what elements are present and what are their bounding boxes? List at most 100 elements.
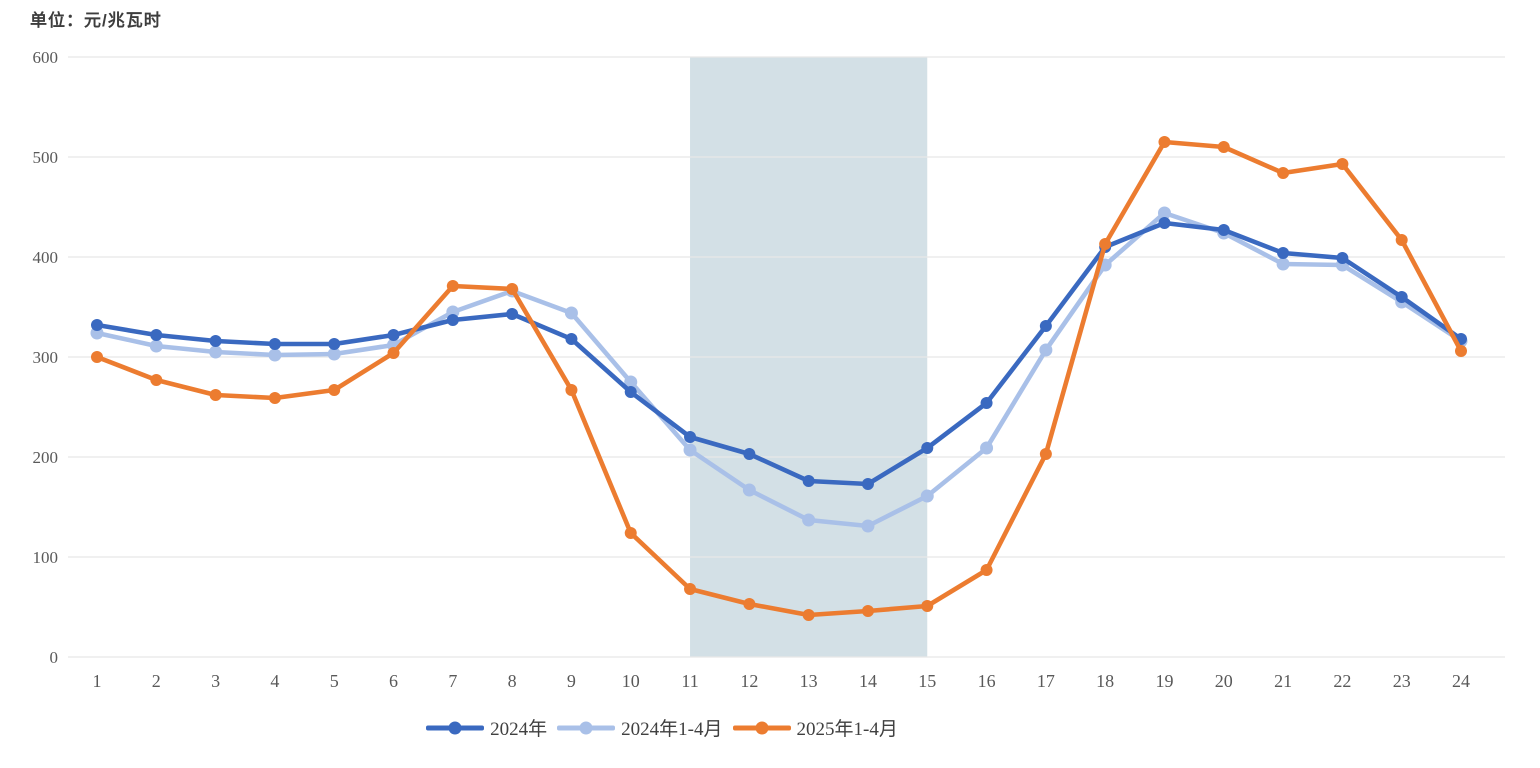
series-point-2024年1-4月-x11	[683, 443, 697, 457]
y-tick-label-600: 600	[33, 48, 59, 67]
series-point-2025年1-4月-x6	[387, 347, 400, 359]
series-line-2024年1-4月	[94, 210, 1464, 529]
x-tick-label-5: 5	[330, 671, 339, 691]
series-point-2024年-x15	[921, 442, 934, 454]
x-tick-label-9: 9	[567, 671, 576, 691]
series-point-2024年-x16	[980, 397, 993, 409]
series-point-2024年1-4月-x12	[742, 483, 756, 497]
series-point-2024年-x4	[268, 338, 281, 350]
y-tick-label-100: 100	[33, 548, 59, 567]
series-point-2024年1-4月-x14	[861, 519, 875, 533]
series-point-2025年1-4月-x19	[1158, 136, 1171, 148]
legend-marker-icon	[426, 721, 485, 735]
x-tick-label-11: 11	[681, 671, 698, 691]
series-point-2024年-x12	[743, 448, 756, 460]
series-point-2025年1-4月-x8	[506, 283, 519, 295]
series-point-2025年1-4月-x20	[1217, 141, 1230, 153]
series-point-2024年-x3	[209, 335, 222, 347]
series-point-2024年-x5	[328, 338, 341, 350]
series-point-2025年1-4月-x1	[91, 351, 103, 363]
series-point-2024年-x6	[387, 329, 400, 341]
series-point-2024年1-4月-x3	[209, 345, 223, 359]
x-tick-label-21: 21	[1274, 671, 1292, 691]
x-tick-label-10: 10	[622, 671, 640, 691]
series-point-2025年1-4月-x15	[921, 600, 934, 612]
series-point-2024年1-4月-x2	[149, 339, 163, 353]
series-point-2025年1-4月-x11	[684, 583, 697, 595]
series-point-2025年1-4月-x10	[624, 527, 637, 539]
series-point-2024年1-4月-x15	[920, 489, 934, 503]
series-point-2024年-x9	[565, 333, 578, 345]
y-tick-label-300: 300	[33, 348, 59, 367]
legend-label: 2024年	[490, 719, 548, 740]
series-point-2024年1-4月-x19	[1157, 206, 1171, 220]
x-tick-label-13: 13	[800, 671, 818, 691]
series-point-2024年-x1	[91, 319, 103, 331]
series-point-2024年-x11	[684, 431, 697, 443]
legend-label: 2025年1-4月	[796, 719, 898, 740]
x-tick-label-19: 19	[1155, 671, 1173, 691]
series-line-2025年1-4月	[94, 139, 1464, 618]
y-tick-label-200: 200	[33, 448, 59, 467]
series-point-2024年-x23	[1395, 291, 1408, 303]
series-point-2024年1-4月-x4	[268, 348, 282, 362]
series-line-2024年	[94, 220, 1464, 487]
series-point-2024年-x21	[1277, 247, 1290, 259]
series-point-2024年-x10	[624, 386, 637, 398]
y-tick-label-500: 500	[33, 148, 59, 167]
legend-item-2025年1-4月: 2025年1-4月	[732, 714, 898, 741]
x-tick-label-6: 6	[389, 671, 398, 691]
y-tick-label-400: 400	[33, 248, 59, 267]
series-point-2024年-x14	[861, 478, 874, 490]
series-point-2024年-x19	[1158, 217, 1171, 229]
series-point-2025年1-4月-x5	[328, 384, 341, 396]
x-tick-label-8: 8	[508, 671, 517, 691]
series-point-2024年1-4月-x16	[980, 441, 994, 455]
series-point-2024年-x2	[150, 329, 163, 341]
series-point-2025年1-4月-x9	[565, 384, 578, 396]
series-point-2025年1-4月-x4	[268, 392, 281, 404]
series-point-2025年1-4月-x17	[1039, 448, 1052, 460]
series-point-2025年1-4月-x14	[861, 605, 874, 617]
x-tick-label-14: 14	[859, 671, 877, 691]
legend-marker-icon	[557, 721, 616, 735]
series-point-2025年1-4月-x12	[743, 598, 756, 610]
series-point-2024年1-4月-x10	[624, 375, 638, 389]
series-point-2024年1-4月-x21	[1276, 257, 1290, 271]
x-tick-label-17: 17	[1037, 671, 1055, 691]
legend-item-2024年: 2024年	[426, 714, 547, 741]
series-point-2024年-x8	[506, 308, 519, 320]
x-tick-label-12: 12	[740, 671, 758, 691]
x-tick-label-20: 20	[1215, 671, 1233, 691]
x-tick-label-22: 22	[1333, 671, 1351, 691]
series-point-2024年1-4月-x13	[802, 513, 816, 527]
series-point-2025年1-4月-x2	[150, 374, 163, 386]
series-point-2025年1-4月-x3	[209, 389, 222, 401]
series-point-2025年1-4月-x21	[1277, 167, 1290, 179]
x-tick-label-16: 16	[978, 671, 996, 691]
x-tick-label-4: 4	[270, 671, 279, 691]
x-tick-label-2: 2	[152, 671, 161, 691]
series-point-2024年-x7	[446, 314, 459, 326]
series-point-2025年1-4月-x23	[1395, 234, 1408, 246]
series-point-2024年-x13	[802, 475, 815, 487]
x-tick-label-18: 18	[1096, 671, 1114, 691]
series-point-2024年-x17	[1039, 320, 1052, 332]
series-point-2024年-x20	[1217, 224, 1230, 236]
x-tick-label-7: 7	[448, 671, 457, 691]
unit-label: 单位：元/兆瓦时	[30, 11, 162, 30]
series-point-2024年1-4月-x5	[327, 347, 341, 361]
series-point-2025年1-4月-x22	[1336, 158, 1349, 170]
x-tick-label-24: 24	[1452, 671, 1470, 691]
legend-label: 2024年1-4月	[621, 719, 723, 740]
x-tick-label-23: 23	[1393, 671, 1411, 691]
series-point-2024年1-4月-x9	[564, 306, 578, 320]
series-point-2024年-x22	[1336, 252, 1349, 264]
legend-item-2024年1-4月: 2024年1-4月	[557, 714, 723, 741]
x-tick-label-15: 15	[918, 671, 936, 691]
series-point-2025年1-4月-x16	[980, 564, 993, 576]
legend-marker-icon	[732, 721, 791, 735]
y-tick-label-0: 0	[50, 648, 59, 667]
x-tick-label-3: 3	[211, 671, 220, 691]
x-tick-label-1: 1	[93, 671, 102, 691]
